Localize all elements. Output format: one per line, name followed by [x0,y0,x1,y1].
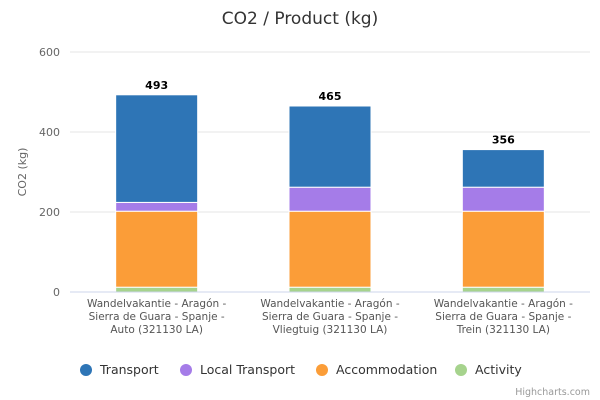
legend-marker [316,364,328,376]
bar-activity[interactable] [288,286,372,293]
y-axis-ticks: 0 200 400 600 [39,46,60,299]
bar-transport[interactable] [115,94,199,203]
legend-item-transport[interactable]: Transport [80,362,159,377]
total-data-label: 356 [492,134,515,147]
legend-label: Accommodation [336,362,437,377]
x-tick-label: Wandelvakantie - Aragón -Sierra de Guara… [87,298,226,336]
bar-transport[interactable] [288,105,372,188]
y-tick-label: 200 [39,206,60,219]
bar-local-transport[interactable] [288,186,372,212]
legend-item-accommodation[interactable]: Accommodation [316,362,437,377]
x-tick-label: Wandelvakantie - Aragón -Sierra de Guara… [260,298,399,336]
y-axis-label: CO2 (kg) [16,148,29,197]
legend-item-activity[interactable]: Activity [455,362,522,377]
bar-series [115,94,545,293]
bar-activity[interactable] [461,286,545,293]
bar-accommodation[interactable] [288,210,372,288]
legend-item-local-transport[interactable]: Local Transport [180,362,295,377]
x-axis-ticks: Wandelvakantie - Aragón -Sierra de Guara… [87,298,573,336]
legend-marker [80,364,92,376]
legend-marker [180,364,192,376]
legend-label: Activity [475,362,522,377]
chart-title: CO2 / Product (kg) [222,9,378,29]
y-tick-label: 600 [39,46,60,59]
credits-link[interactable]: Highcharts.com [515,387,590,398]
x-tick-label: Wandelvakantie - Aragón -Sierra de Guara… [434,298,573,336]
y-tick-label: 400 [39,126,60,139]
legend-label: Transport [99,362,159,377]
bar-transport[interactable] [461,149,545,188]
total-labels: 493 465 356 [145,79,515,147]
y-tick-label: 0 [53,286,60,299]
bar-activity[interactable] [115,286,199,293]
bar-accommodation[interactable] [115,210,199,288]
legend: Transport Local Transport Accommodation Act… [80,362,522,377]
bar-accommodation[interactable] [461,210,545,288]
legend-label: Local Transport [200,362,295,377]
bar-local-transport[interactable] [461,186,545,212]
bar-local-transport[interactable] [115,201,199,212]
legend-marker [455,364,467,376]
total-data-label: 465 [319,90,342,103]
total-data-label: 493 [145,79,168,92]
